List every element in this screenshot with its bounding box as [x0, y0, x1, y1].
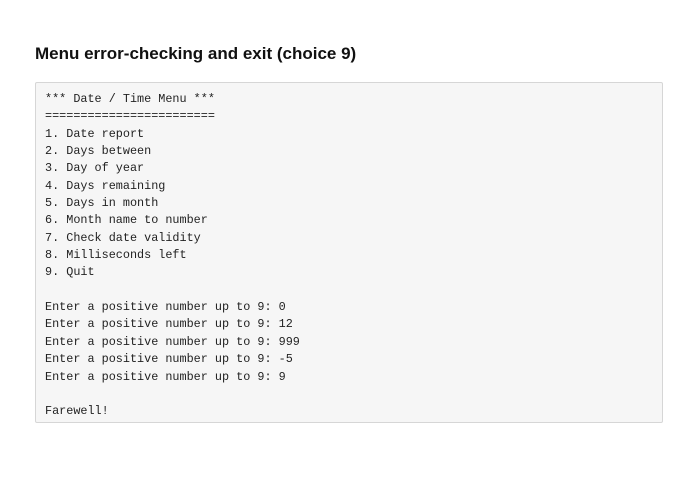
console-line: Enter a positive number up to 9: 0 — [45, 300, 286, 315]
console-line: 4. Days remaining — [45, 178, 166, 193]
console-line: Enter a positive number up to 9: 12 — [45, 317, 293, 332]
console-line: 6. Month name to number — [45, 213, 208, 228]
console-line — [45, 386, 300, 403]
console-line: Enter a positive number up to 9: 999 — [45, 334, 300, 349]
page-title: Menu error-checking and exit (choice 9) — [35, 44, 357, 63]
console-line: 8. Milliseconds left — [45, 248, 187, 263]
console-line: 2. Days between — [45, 144, 152, 159]
console-line: 3. Day of year — [45, 161, 145, 176]
console-output: *** Date / Time Menu *** ================… — [45, 91, 300, 421]
console-line: 7. Check date validity — [45, 230, 201, 245]
console-output-block: *** Date / Time Menu *** ================… — [35, 82, 663, 423]
console-line — [45, 282, 300, 299]
console-line: Enter a positive number up to 9: 9 — [45, 369, 286, 384]
console-line: ======================== — [45, 109, 215, 124]
console-line: Enter a positive number up to 9: -5 — [45, 352, 293, 367]
console-line: 9. Quit — [45, 265, 95, 280]
console-line: 5. Days in month — [45, 196, 159, 211]
console-line: 1. Date report — [45, 126, 145, 141]
console-line: *** Date / Time Menu *** — [45, 92, 215, 106]
console-line: Farewell! — [45, 404, 109, 419]
